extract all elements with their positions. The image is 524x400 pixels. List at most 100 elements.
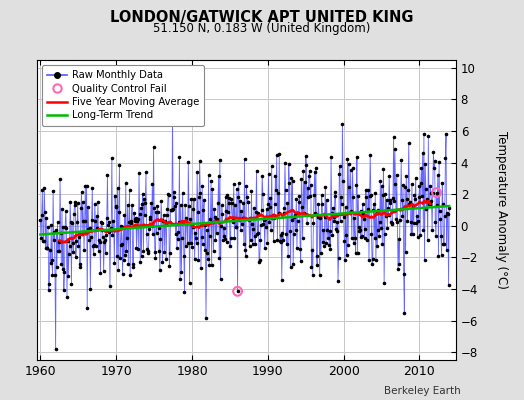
Point — [293, 245, 301, 251]
Point — [93, 224, 102, 231]
Point — [56, 176, 64, 182]
Point — [153, 202, 161, 209]
Point — [208, 261, 216, 268]
Point — [373, 210, 381, 216]
Point — [377, 183, 386, 190]
Point — [334, 278, 342, 284]
Point — [390, 198, 398, 205]
Point — [82, 229, 90, 236]
Point — [75, 234, 83, 240]
Point — [395, 236, 403, 242]
Point — [303, 220, 311, 226]
Point — [437, 233, 445, 240]
Point — [118, 240, 126, 247]
Point — [333, 219, 342, 225]
Point — [324, 234, 332, 241]
Point — [345, 184, 354, 190]
Point — [345, 160, 353, 167]
Point — [173, 229, 182, 235]
Point — [335, 171, 343, 177]
Point — [342, 204, 350, 210]
Point — [210, 248, 218, 254]
Point — [88, 217, 96, 224]
Point — [397, 157, 406, 164]
Point — [143, 231, 151, 238]
Point — [251, 240, 259, 247]
Point — [439, 241, 447, 247]
Point — [97, 219, 106, 226]
Point — [219, 237, 227, 243]
Point — [414, 218, 422, 224]
Point — [50, 228, 59, 235]
Point — [412, 220, 421, 226]
Point — [64, 250, 73, 257]
Point — [331, 193, 339, 199]
Point — [344, 242, 352, 248]
Point — [318, 192, 326, 198]
Point — [85, 237, 93, 243]
Point — [261, 216, 269, 223]
Point — [302, 153, 310, 159]
Point — [238, 221, 246, 228]
Point — [259, 191, 267, 197]
Point — [45, 281, 53, 288]
Point — [216, 156, 224, 163]
Point — [198, 183, 206, 190]
Point — [398, 197, 406, 203]
Point — [432, 190, 441, 196]
Point — [246, 214, 254, 221]
Point — [275, 209, 283, 216]
Point — [167, 207, 176, 214]
Point — [116, 255, 124, 261]
Point — [204, 172, 213, 178]
Point — [213, 230, 221, 237]
Point — [48, 272, 57, 278]
Point — [353, 154, 361, 160]
Point — [380, 280, 388, 286]
Point — [354, 193, 363, 199]
Point — [91, 218, 100, 224]
Point — [337, 194, 345, 200]
Point — [59, 224, 68, 230]
Point — [314, 201, 323, 207]
Point — [81, 183, 90, 190]
Point — [250, 233, 259, 239]
Point — [299, 235, 307, 241]
Point — [145, 226, 154, 232]
Point — [400, 310, 409, 316]
Point — [175, 154, 183, 160]
Point — [152, 230, 161, 236]
Point — [119, 224, 127, 230]
Point — [70, 211, 78, 218]
Point — [259, 220, 268, 227]
Point — [277, 232, 286, 238]
Point — [386, 200, 394, 206]
Point — [404, 187, 412, 194]
Point — [207, 177, 215, 184]
Point — [147, 200, 155, 206]
Point — [234, 194, 243, 200]
Point — [58, 266, 67, 272]
Point — [127, 220, 135, 226]
Point — [163, 206, 172, 212]
Point — [208, 185, 216, 192]
Point — [438, 179, 446, 186]
Point — [116, 242, 125, 249]
Point — [112, 203, 121, 209]
Point — [173, 244, 181, 251]
Point — [217, 223, 225, 230]
Point — [39, 238, 47, 244]
Point — [421, 161, 429, 167]
Point — [271, 172, 280, 179]
Point — [324, 214, 333, 221]
Point — [110, 227, 118, 234]
Point — [83, 304, 91, 311]
Point — [140, 196, 148, 202]
Point — [130, 216, 139, 222]
Point — [260, 245, 269, 251]
Point — [94, 248, 103, 254]
Point — [218, 210, 226, 217]
Point — [193, 169, 201, 175]
Point — [168, 110, 177, 116]
Point — [185, 280, 194, 286]
